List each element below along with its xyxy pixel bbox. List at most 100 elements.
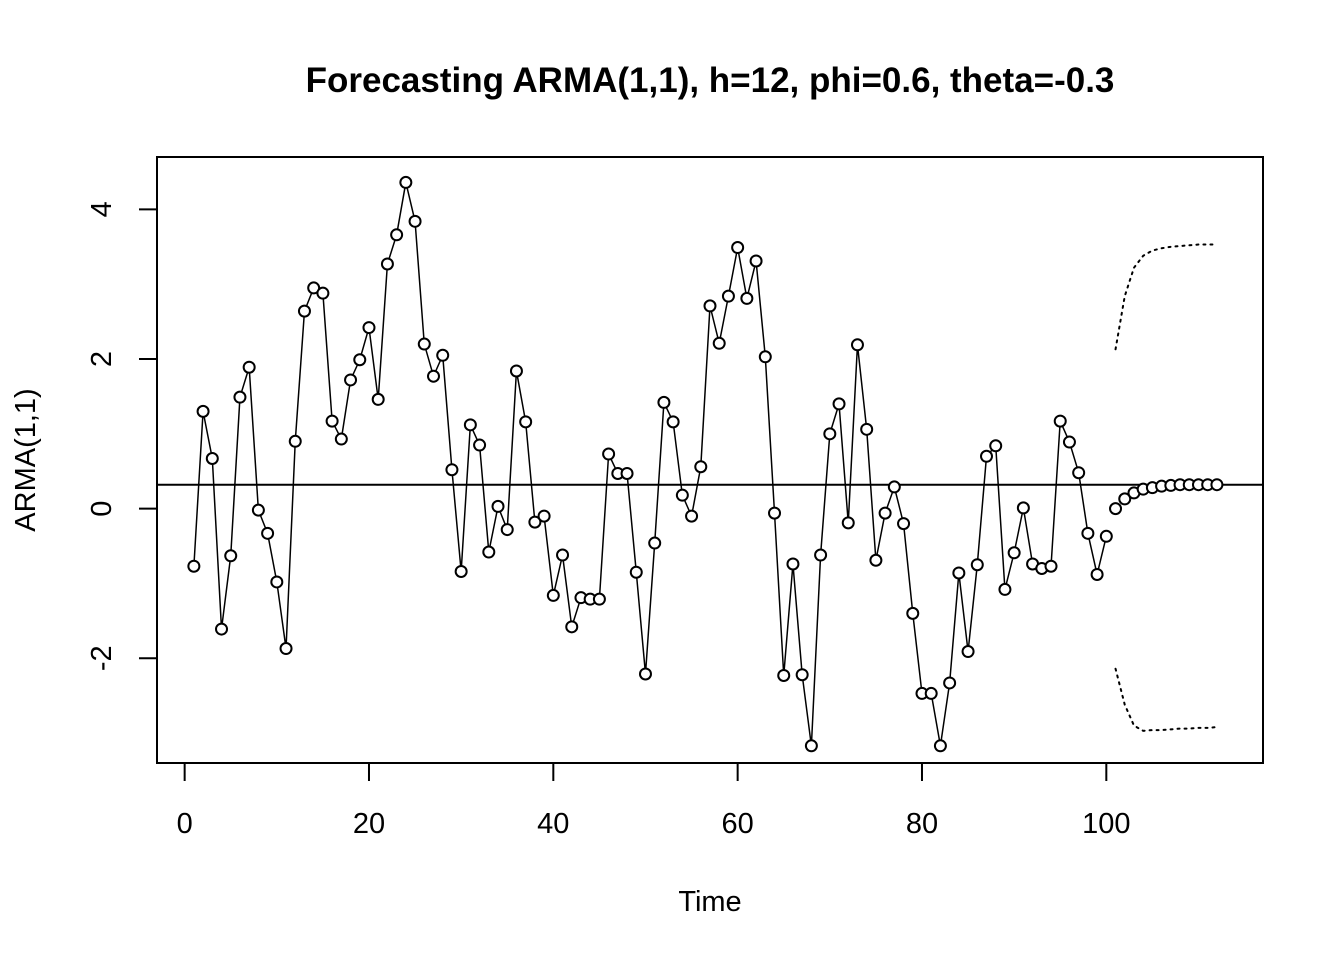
forecast-point	[1210, 478, 1224, 492]
data-point	[1053, 414, 1067, 428]
data-point	[1081, 526, 1095, 540]
data-point	[685, 509, 699, 523]
data-point	[933, 739, 947, 753]
data-point	[261, 526, 275, 540]
data-point	[712, 336, 726, 350]
chart-marks	[157, 175, 1263, 753]
data-point	[850, 338, 864, 352]
data-point	[482, 545, 496, 559]
data-point	[749, 254, 763, 268]
data-point	[860, 422, 874, 436]
data-point	[694, 460, 708, 474]
data-point	[795, 668, 809, 682]
data-point	[353, 353, 367, 367]
series-line	[193, 182, 1108, 746]
data-point	[417, 337, 431, 351]
data-point	[823, 427, 837, 441]
interval-line	[1114, 667, 1218, 732]
data-point	[537, 509, 551, 523]
data-point	[187, 559, 201, 573]
data-point	[1090, 567, 1104, 581]
data-point	[961, 645, 975, 659]
data-point	[279, 642, 293, 656]
y-axis-label: ARMA(1,1)	[10, 388, 42, 531]
data-point	[814, 548, 828, 562]
forecast-point	[1109, 502, 1123, 516]
data-point	[980, 449, 993, 463]
data-point	[675, 488, 689, 502]
data-point	[592, 592, 606, 606]
data-point	[1044, 559, 1058, 573]
data-point	[906, 606, 920, 620]
data-point	[500, 523, 514, 537]
data-point	[666, 415, 680, 429]
x-tick-label: 100	[1082, 808, 1130, 840]
data-point	[786, 557, 800, 571]
y-tick-label: -2	[86, 645, 118, 671]
data-point	[841, 516, 855, 530]
data-point	[758, 350, 772, 364]
data-point	[878, 506, 892, 520]
data-point	[703, 299, 717, 313]
data-point	[205, 452, 219, 466]
data-point	[1007, 546, 1021, 560]
data-point	[1099, 529, 1113, 543]
data-point	[804, 739, 818, 753]
data-point	[648, 536, 662, 550]
data-point	[297, 304, 311, 318]
data-point	[887, 480, 901, 494]
data-point	[473, 438, 487, 452]
data-point	[380, 257, 394, 271]
data-point	[832, 397, 846, 411]
data-point	[251, 503, 265, 517]
data-point	[325, 414, 339, 428]
x-tick-label: 0	[177, 808, 193, 840]
x-tick-label: 60	[722, 808, 754, 840]
x-tick-label: 40	[537, 808, 569, 840]
forecast-point	[1118, 492, 1132, 506]
data-point	[454, 564, 468, 578]
x-axis-label: Time	[678, 886, 741, 918]
y-tick-label: 4	[86, 201, 118, 217]
data-point	[989, 439, 1003, 453]
data-point	[196, 404, 210, 418]
data-point	[509, 364, 523, 378]
data-point	[943, 676, 957, 690]
data-point	[565, 620, 579, 634]
data-point	[233, 390, 247, 404]
data-point	[519, 415, 533, 429]
data-point	[436, 348, 450, 362]
chart-title: Forecasting ARMA(1,1), h=12, phi=0.6, th…	[306, 61, 1115, 100]
data-point	[1016, 501, 1030, 515]
data-point	[445, 463, 459, 477]
data-point	[721, 289, 735, 303]
data-point	[970, 558, 984, 572]
data-point	[768, 506, 782, 520]
y-axis: -2 0 2 4	[86, 201, 158, 671]
data-point	[215, 622, 229, 636]
data-point	[657, 395, 671, 409]
plot-frame	[156, 156, 1264, 764]
data-point	[491, 499, 505, 513]
data-point	[1062, 435, 1076, 449]
data-point	[998, 582, 1012, 596]
data-point	[924, 686, 938, 700]
data-point	[270, 575, 284, 589]
data-point	[334, 432, 348, 446]
data-point	[731, 241, 745, 255]
y-tick-label: 2	[86, 351, 118, 367]
x-tick-label: 80	[906, 808, 938, 840]
data-point	[427, 369, 440, 383]
data-point	[629, 565, 643, 579]
data-point	[371, 392, 385, 406]
data-point	[602, 447, 616, 461]
data-point	[638, 667, 652, 681]
data-point	[288, 434, 302, 448]
data-point	[242, 360, 256, 374]
data-point	[869, 553, 883, 567]
data-point	[556, 548, 570, 562]
x-axis: 0 20 40 60 80 100	[177, 762, 1131, 840]
data-point	[399, 175, 413, 189]
data-point	[897, 517, 911, 531]
data-point	[620, 466, 634, 480]
